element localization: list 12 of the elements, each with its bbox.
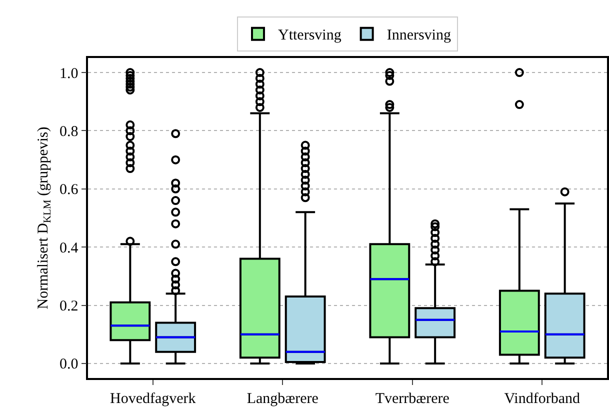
x-tick-label: Langbærere: [246, 390, 319, 407]
y-tick-label: 0.6: [60, 182, 79, 198]
y-tick-label: 1.0: [60, 66, 78, 82]
y-tick-label: 0.4: [60, 240, 79, 256]
y-tick-label: 0.2: [60, 298, 78, 315]
y-tick-label: 0.8: [60, 124, 78, 140]
x-tick-label: Tverrbærere: [375, 390, 450, 407]
y-tick-label: 0.0: [60, 356, 78, 373]
legend-label: Innersving: [386, 28, 452, 44]
x-tick-label: Hovedfagverk: [110, 390, 196, 407]
x-tick-label: Vindforband: [504, 390, 580, 407]
legend-label: Yttersving: [278, 28, 342, 44]
